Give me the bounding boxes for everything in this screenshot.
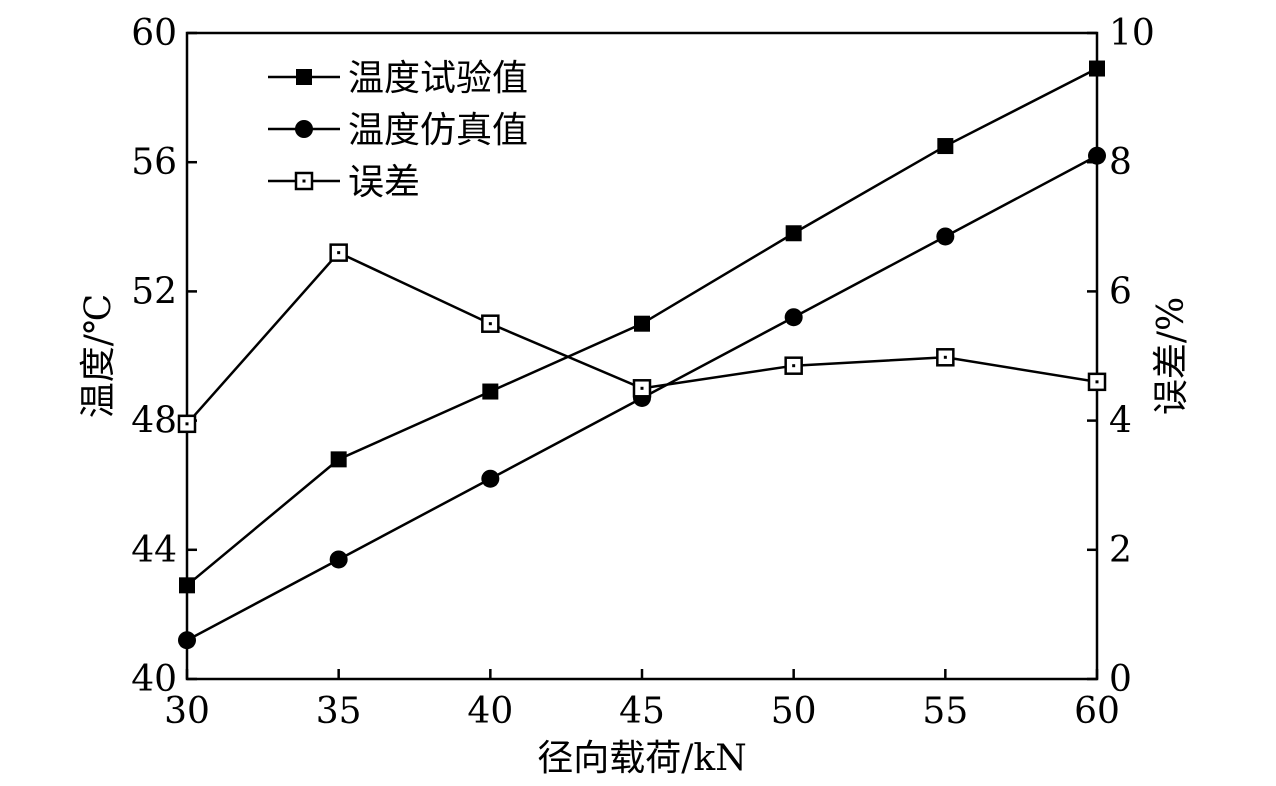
y-left-tick-label: 40 (131, 659, 177, 700)
y-left-tick-label: 44 (131, 530, 177, 571)
series-1-point (634, 315, 650, 332)
series-2-point (481, 469, 500, 488)
x-tick-label: 45 (619, 691, 665, 732)
legend-marker-1 (296, 69, 312, 85)
x-tick-label: 55 (922, 691, 968, 732)
open-square-dot (1095, 380, 1099, 384)
series-1-point (482, 383, 499, 400)
series-2-point (784, 308, 803, 327)
y-right-tick-label: 4 (1109, 401, 1132, 442)
series-1-point (785, 225, 802, 242)
legend-label-2: 温度仿真值 (348, 110, 528, 151)
series-3-point (936, 348, 955, 367)
x-tick-label: 35 (316, 691, 362, 732)
y-left-tick-label: 56 (131, 142, 177, 183)
open-square-dot (302, 179, 306, 183)
x-tick-label: 60 (1074, 691, 1120, 732)
y-left-tick-label: 52 (131, 271, 177, 312)
open-square-dot (337, 251, 341, 255)
series-3-point (1087, 372, 1107, 392)
legend-label-1: 温度试验值 (348, 58, 528, 99)
y-left-tick-label: 60 (131, 13, 177, 54)
series-markers (177, 60, 1107, 650)
series-lines (186, 67, 1098, 642)
series-1-point (937, 138, 954, 155)
y-right-tick-label: 8 (1109, 142, 1132, 183)
y-axis-left-label: 温度/℃ (78, 294, 119, 418)
legend-marker-3 (294, 171, 314, 191)
open-square-dot (943, 355, 947, 359)
series-3-point (177, 414, 197, 434)
series-3-point (481, 314, 500, 333)
y-axis-right-ticks: 0 2 4 6 8 10 (1087, 13, 1155, 700)
x-tick-label: 30 (164, 691, 210, 732)
series-3-point (784, 356, 803, 375)
x-tick-label: 50 (771, 691, 817, 732)
x-axis-ticks: 30 35 40 45 50 55 60 (164, 669, 1120, 732)
y-right-tick-label: 10 (1109, 13, 1155, 54)
open-square-dot (640, 386, 644, 390)
series-2-point (1088, 146, 1106, 165)
series-2-point (936, 227, 955, 246)
open-square-dot (185, 422, 189, 426)
y-axis-left-ticks: 40 44 48 52 56 60 (131, 13, 197, 700)
open-square-dot (488, 322, 492, 326)
y-axis-right-label: 误差/% (1151, 297, 1192, 415)
series-3-point (632, 379, 652, 398)
legend-marker-2 (295, 120, 313, 138)
series-1-point (1089, 60, 1105, 77)
y-right-tick-label: 0 (1109, 659, 1132, 700)
x-axis-label: 径向载荷/kN (537, 738, 746, 779)
y-right-tick-label: 2 (1109, 530, 1132, 571)
y-right-tick-label: 6 (1109, 271, 1132, 312)
series-3-point (329, 243, 348, 262)
series-1-point (330, 451, 347, 468)
series-2-point (329, 550, 348, 569)
series-1-point (179, 577, 195, 594)
y-left-tick-label: 48 (131, 401, 177, 442)
x-tick-label: 40 (467, 691, 513, 732)
legend-label-3: 误差 (348, 162, 420, 203)
open-square-dot (792, 364, 796, 368)
series-2-point (178, 631, 196, 650)
